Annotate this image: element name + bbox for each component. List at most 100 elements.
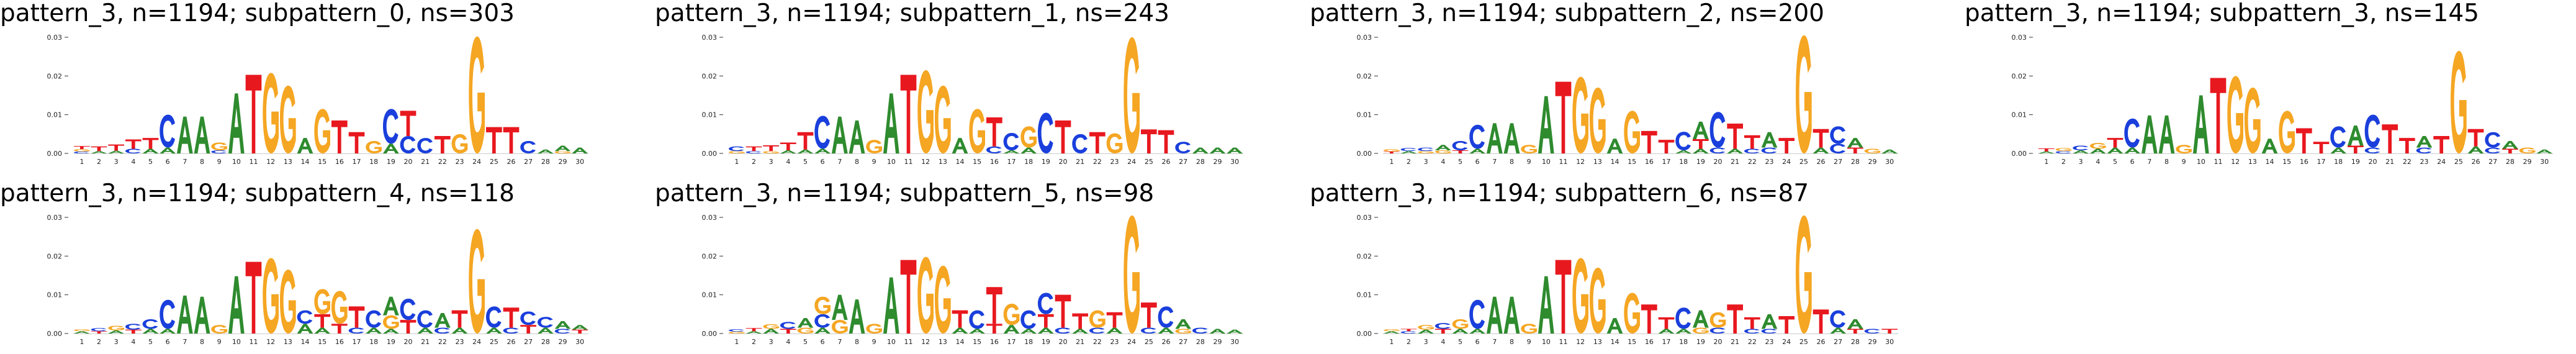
logo-letter-G [1452, 319, 1469, 329]
x-tick-label: 12 [266, 158, 275, 166]
logo-letter-C [417, 310, 433, 328]
x-tick-label: 9 [217, 338, 222, 346]
x-tick-label: 19 [387, 158, 395, 166]
logo-letter-A [849, 120, 865, 154]
logo-letter-G [1572, 258, 1588, 334]
logo-letter-T [986, 117, 1002, 147]
x-tick-label: 2 [1407, 158, 1411, 166]
logo-letter-C [2073, 145, 2088, 151]
logo-letter-A [572, 147, 588, 153]
logo-letter-A [2124, 147, 2140, 153]
logo-letter-G [314, 289, 330, 314]
logo-letter-C [729, 146, 744, 152]
logo-letter-A [1209, 147, 1226, 153]
x-tick-label: 29 [1214, 158, 1222, 166]
logo-letter-C [91, 328, 107, 332]
logo-letter-C [1072, 134, 1088, 153]
x-tick-label: 2 [97, 338, 101, 346]
logo-letter-T [2107, 138, 2123, 148]
x-tick-label: 17 [2317, 158, 2326, 166]
logo-letter-G [935, 85, 951, 154]
x-tick-label: 20 [2369, 158, 2377, 166]
x-tick-label: 14 [301, 158, 310, 166]
logo-letter-A [572, 325, 588, 330]
panel-title: pattern_3, n=1194; subpattern_3, ns=145 [1965, 0, 2479, 27]
x-tick-label: 15 [1628, 338, 1636, 346]
x-tick-label: 3 [114, 158, 119, 166]
x-tick-label: 8 [2164, 158, 2169, 166]
panel-title: pattern_3, n=1194; subpattern_2, ns=200 [1310, 0, 1824, 27]
x-tick-label: 25 [1145, 158, 1153, 166]
x-tick-label: 26 [1162, 338, 1171, 346]
x-tick-label: 29 [1868, 338, 1877, 346]
logo-letter-C [486, 306, 502, 328]
x-tick-label: 21 [2385, 158, 2394, 166]
logo-letter-C [2364, 114, 2380, 148]
logo-letter-T [1555, 81, 1572, 153]
logo-letter-A [745, 331, 762, 334]
logo-letter-T [1727, 304, 1743, 334]
logo-letter-T [91, 146, 107, 152]
logo-letter-A [1503, 123, 1520, 153]
logo-letter-A [91, 151, 107, 153]
logo-letter-T [486, 127, 502, 153]
x-tick-label: 15 [318, 158, 327, 166]
logo-letter-C [1709, 147, 1726, 153]
x-tick-label: 24 [1782, 158, 1791, 166]
logo-letter-G [1384, 149, 1400, 152]
x-tick-label: 8 [855, 338, 859, 346]
logo-letter-T [1727, 124, 1743, 149]
x-tick-label: 14 [301, 338, 310, 346]
x-tick-label: 12 [2231, 158, 2240, 166]
logo-letter-A [1487, 123, 1503, 153]
x-tick-label: 3 [2079, 158, 2083, 166]
x-tick-label: 22 [438, 338, 447, 346]
logo-letter-A [486, 327, 502, 334]
logo-letter-T [503, 307, 520, 328]
logo-letter-G [2519, 147, 2536, 153]
logo-letter-T [572, 329, 588, 334]
logo-letter-T [1055, 294, 1071, 328]
logo-letter-G [1418, 151, 1434, 153]
logo-panel-3: pattern_3, n=1194; subpattern_3, ns=145 … [1965, 0, 2576, 174]
logo-letter-C [1469, 124, 1485, 149]
logo-letter-A [2348, 125, 2364, 146]
logo-letter-A [2416, 135, 2433, 148]
logo-letter-A [1847, 138, 1863, 148]
x-tick-label: 9 [2182, 158, 2186, 166]
x-tick-label: 16 [990, 338, 999, 346]
logo-letter-A [194, 296, 210, 334]
x-tick-label: 30 [1230, 338, 1239, 346]
logo-letter-C [160, 114, 175, 148]
logo-letter-T [2399, 138, 2415, 154]
x-tick-label: 16 [335, 158, 344, 166]
logo-letter-A [2261, 138, 2278, 153]
logo-letter-T [2348, 145, 2364, 153]
y-tick-label: 0.00 [702, 330, 718, 338]
logo-letter-A [142, 329, 159, 334]
logo-letter-A [1606, 318, 1623, 334]
y-tick-label: 0.01 [702, 291, 718, 299]
logo-letter-C [142, 319, 158, 329]
logo-letter-A [1038, 327, 1054, 334]
y-tick-label: 0.03 [1357, 34, 1372, 42]
logo-letter-T [1847, 329, 1863, 334]
logo-letter-C [2485, 147, 2500, 153]
y-tick-label: 0.03 [702, 34, 718, 42]
logo-letter-C [1761, 147, 1777, 153]
logo-letter-A [1503, 296, 1520, 334]
logo-letter-T [1813, 129, 1829, 148]
logo-letter-A [1209, 329, 1226, 334]
x-tick-label: 26 [1817, 158, 1826, 166]
x-tick-label: 11 [1559, 158, 1568, 166]
x-tick-label: 18 [1024, 158, 1033, 166]
x-tick-label: 10 [1542, 338, 1551, 346]
logo-letter-G [451, 134, 468, 153]
x-tick-label: 26 [1162, 158, 1171, 166]
logo-letter-T [331, 324, 348, 334]
x-tick-label: 6 [821, 158, 825, 166]
logo-letter-G [1089, 310, 1106, 328]
logo-letter-A [883, 93, 899, 153]
x-tick-label: 15 [973, 338, 981, 346]
x-tick-label: 27 [2488, 158, 2497, 166]
